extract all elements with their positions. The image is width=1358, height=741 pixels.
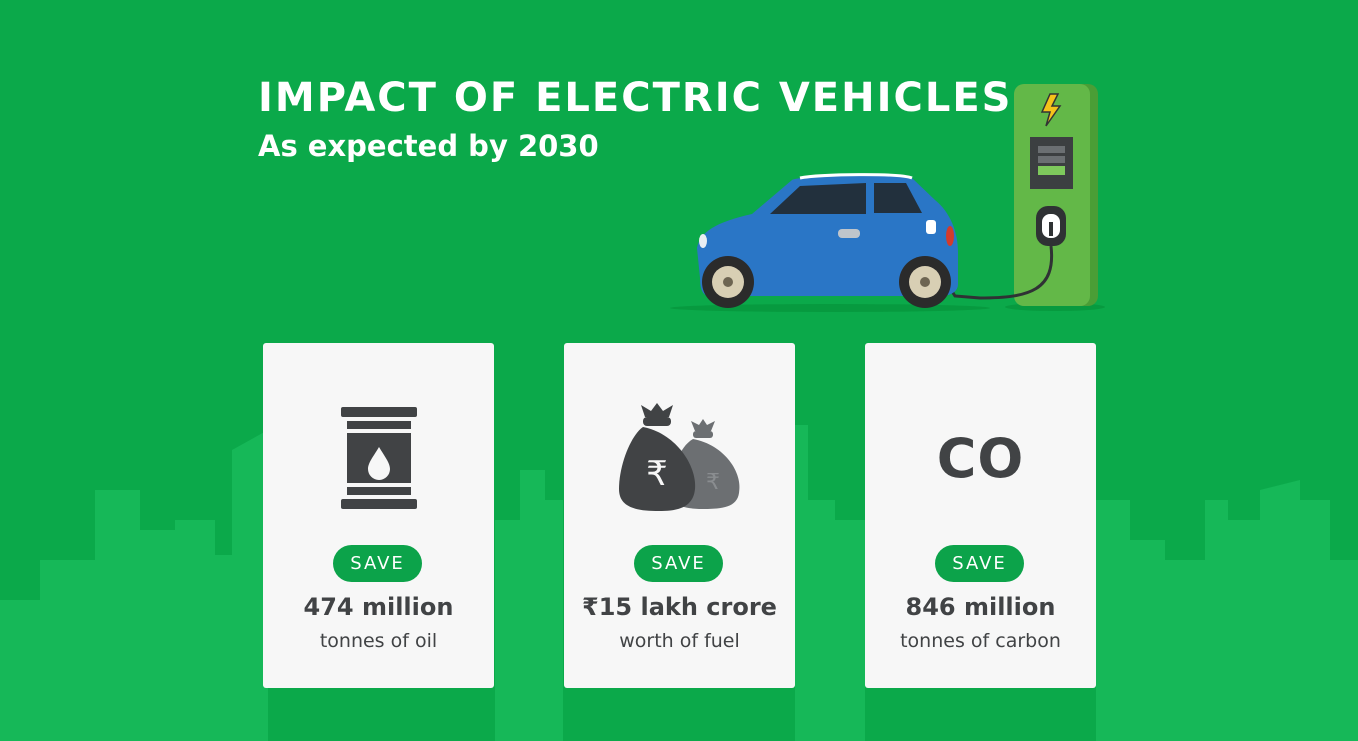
- stat-card-fuel: ₹ ₹ SAVE ₹15 lakh crore worth of fuel: [564, 343, 795, 688]
- svg-text:₹: ₹: [706, 470, 720, 495]
- stat-value: ₹15 lakh crore: [582, 593, 777, 621]
- stat-value: 474 million: [303, 593, 454, 621]
- save-badge: SAVE: [634, 545, 723, 582]
- page-title: IMPACT OF ELECTRIC VEHICLES: [258, 75, 1013, 121]
- stat-card-oil: SAVE 474 million tonnes of oil: [263, 343, 494, 688]
- page-subtitle: As expected by 2030: [258, 129, 599, 163]
- co2-icon: CO: [936, 426, 1025, 490]
- stat-value: 846 million: [905, 593, 1056, 621]
- header: IMPACT OF ELECTRIC VEHICLES As expected …: [258, 72, 1012, 166]
- charging-station-icon: [1014, 84, 1098, 306]
- stat-card-carbon: CO SAVE 846 million tonnes of carbon: [865, 343, 1096, 688]
- stat-unit: tonnes of carbon: [900, 630, 1061, 652]
- save-badge: SAVE: [935, 545, 1024, 582]
- svg-text:₹: ₹: [646, 454, 668, 494]
- stat-unit: worth of fuel: [619, 630, 740, 652]
- money-bags-icon: ₹ ₹: [618, 403, 740, 511]
- stat-unit: tonnes of oil: [319, 630, 438, 652]
- oil-barrel-icon: [340, 407, 417, 509]
- electric-car-icon: [697, 173, 958, 308]
- save-badge: SAVE: [333, 545, 422, 582]
